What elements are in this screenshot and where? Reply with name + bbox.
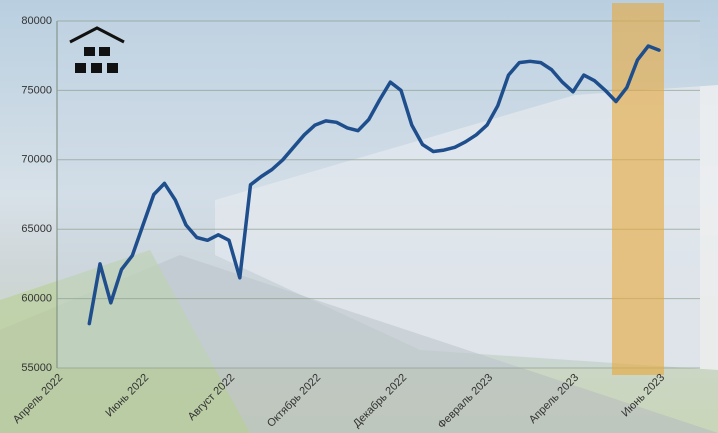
y-tick-label: 70000 <box>21 154 52 166</box>
data-line <box>87 44 661 326</box>
y-tick-label: 55000 <box>21 362 52 374</box>
y-tick-label: 80000 <box>21 15 52 27</box>
grass <box>0 250 250 433</box>
y-tick-label: 75000 <box>21 84 52 96</box>
highlight-band <box>612 3 664 375</box>
y-tick-label: 65000 <box>21 223 52 235</box>
warehouse-icon <box>69 26 125 73</box>
y-tick-label: 60000 <box>21 293 52 305</box>
